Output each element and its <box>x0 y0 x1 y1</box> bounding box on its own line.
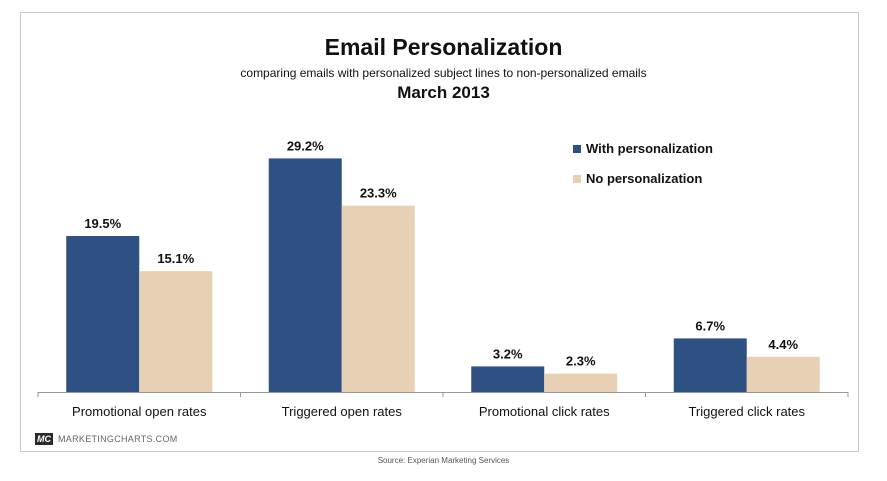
chart-title: Email Personalization <box>324 34 563 60</box>
legend-label: With personalization <box>586 141 713 156</box>
bar-no-personalization <box>139 271 213 392</box>
site-name: MARKETINGCHARTS.COM <box>58 434 178 444</box>
data-label: 23.3% <box>360 186 397 201</box>
data-label: 29.2% <box>287 138 324 153</box>
legend-swatch <box>573 145 581 153</box>
bar-no-personalization <box>341 205 415 392</box>
legend-label: No personalization <box>586 171 702 186</box>
bar-no-personalization <box>544 373 618 392</box>
x-tick-label: Promotional click rates <box>479 404 610 419</box>
data-label: 19.5% <box>84 216 121 231</box>
chart-subtitle: comparing emails with personalized subje… <box>240 66 647 80</box>
bar-no-personalization <box>746 356 820 392</box>
source-note: Source: Experian Marketing Services <box>377 456 510 465</box>
data-label: 6.7% <box>695 318 725 333</box>
x-tick-label: Triggered open rates <box>282 404 403 419</box>
data-label: 2.3% <box>566 354 596 369</box>
bar-with-personalization <box>66 236 140 392</box>
chart-date: March 2013 <box>397 83 490 102</box>
x-tick-label: Promotional open rates <box>72 404 207 419</box>
marketingcharts-logo: MC <box>35 433 53 445</box>
bar-with-personalization <box>471 366 545 392</box>
bar-with-personalization <box>268 158 342 392</box>
data-label: 4.4% <box>768 337 798 352</box>
legend-swatch <box>573 175 581 183</box>
x-tick-label: Triggered click rates <box>688 404 805 419</box>
data-label: 3.2% <box>493 346 523 361</box>
bar-with-personalization <box>673 338 747 392</box>
data-label: 15.1% <box>157 251 194 266</box>
